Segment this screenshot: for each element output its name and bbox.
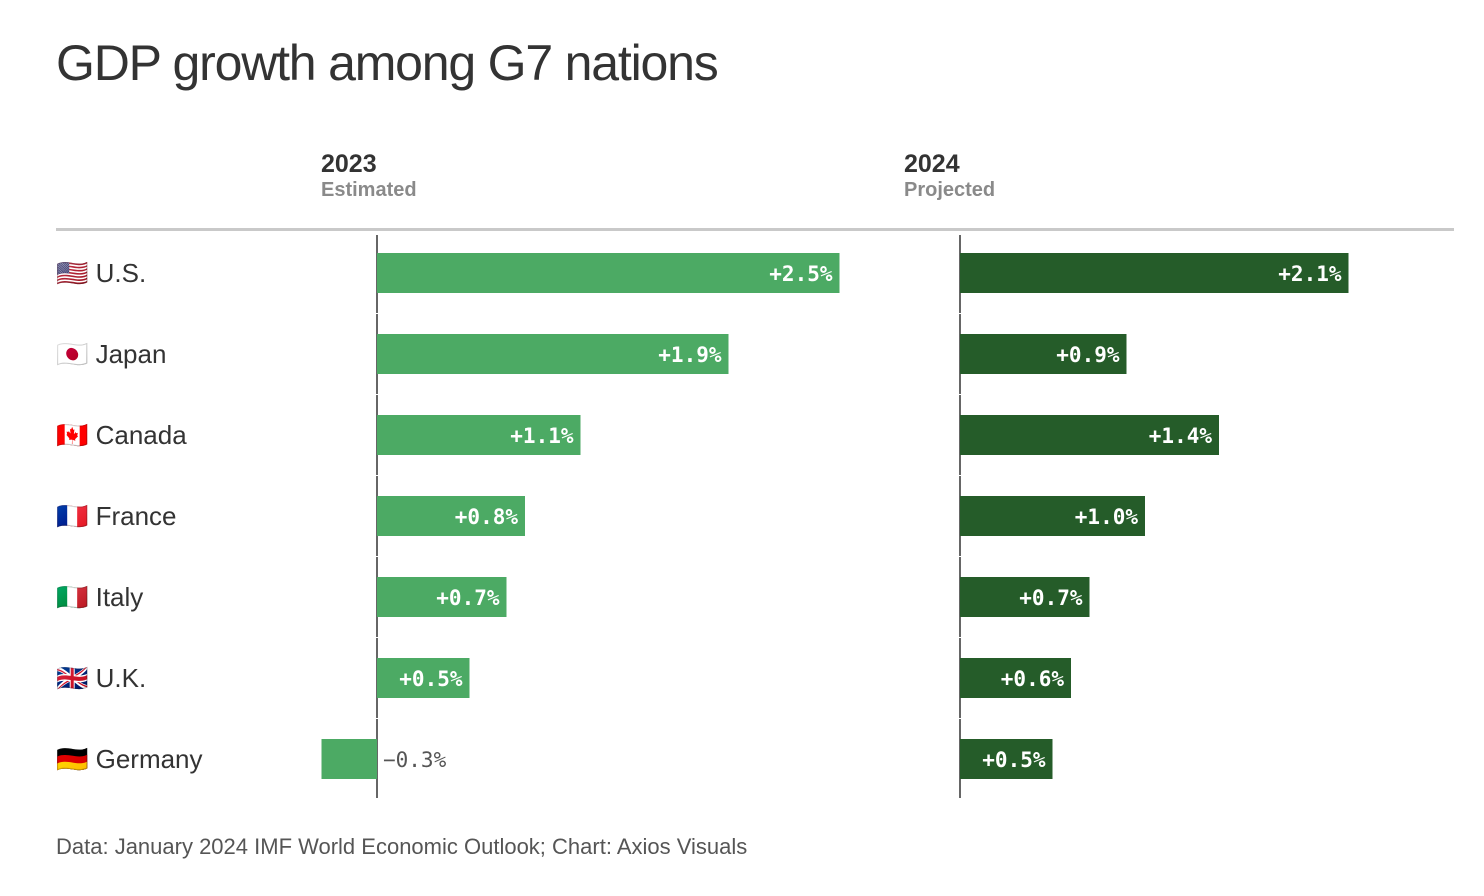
bar-2024-canada <box>960 415 1219 455</box>
country-label-japan: 🇯🇵 Japan <box>56 339 166 369</box>
value-label-2023-japan: +1.9% <box>658 343 722 367</box>
country-label-france: 🇫🇷 France <box>56 501 177 531</box>
bar-2023-u-s <box>377 253 840 293</box>
header-rule <box>56 228 1454 231</box>
country-label-germany: 🇩🇪 Germany <box>56 744 203 774</box>
column-year-2024: 2024 <box>904 150 960 178</box>
column-subtitle-2024: Projected <box>904 179 996 201</box>
bar-2023-japan <box>377 334 729 374</box>
bar-2024-germany <box>960 739 1053 779</box>
value-label-2024-u-s: +2.1% <box>1278 262 1342 286</box>
country-label-canada: 🇨🇦 Canada <box>56 420 187 450</box>
bar-2024-france <box>960 496 1145 536</box>
value-label-2023-germany: −0.3% <box>383 748 447 772</box>
value-label-2024-france: +1.0% <box>1075 505 1139 529</box>
value-label-2023-italy: +0.7% <box>436 586 500 610</box>
country-label-u-s: 🇺🇸 U.S. <box>56 258 146 288</box>
value-label-2024-italy: +0.7% <box>1019 586 1083 610</box>
value-label-2024-japan: +0.9% <box>1056 343 1120 367</box>
value-label-2024-germany: +0.5% <box>982 748 1046 772</box>
column-header-2024: 2024 Projected <box>904 150 995 202</box>
value-label-2023-canada: +1.1% <box>510 424 574 448</box>
bar-2023-germany <box>321 739 377 779</box>
source-note: Data: January 2024 IMF World Economic Ou… <box>56 834 748 859</box>
value-label-2023-u-k: +0.5% <box>399 667 463 691</box>
chart-title: GDP growth among G7 nations <box>56 35 719 91</box>
bar-2024-u-s <box>960 253 1349 293</box>
bar-2024-japan <box>960 334 1127 374</box>
bar-2023-u-k <box>377 658 470 698</box>
country-label-u-k: 🇬🇧 U.K. <box>56 663 146 693</box>
bar-2023-italy <box>377 577 507 617</box>
bar-2024-italy <box>960 577 1090 617</box>
bar-2024-u-k <box>960 658 1071 698</box>
value-label-2023-france: +0.8% <box>455 505 519 529</box>
value-label-2024-u-k: +0.6% <box>1001 667 1065 691</box>
bar-2023-france <box>377 496 525 536</box>
value-label-2024-canada: +1.4% <box>1149 424 1213 448</box>
country-label-italy: 🇮🇹 Italy <box>56 582 143 612</box>
column-subtitle-2023: Estimated <box>321 179 417 201</box>
column-header-2023: 2023 Estimated <box>321 150 417 202</box>
column-year-2023: 2023 <box>321 150 377 178</box>
bar-2023-canada <box>377 415 581 455</box>
value-label-2023-u-s: +2.5% <box>769 262 833 286</box>
